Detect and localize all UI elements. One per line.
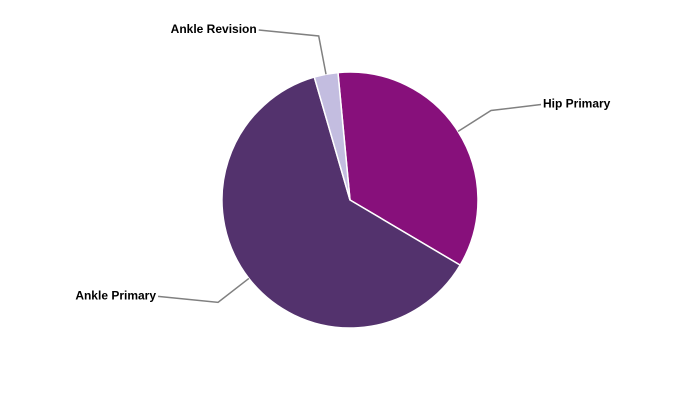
slice-label: Ankle Primary [75, 289, 156, 303]
leader-line [457, 103, 542, 133]
leader-line [157, 277, 250, 304]
slice-label: Hip Primary [543, 97, 611, 111]
pie-slice [221, 76, 462, 329]
pie-slice [337, 71, 479, 267]
slice-label: Ankle Revision [171, 22, 257, 36]
leader-line [258, 29, 327, 75]
